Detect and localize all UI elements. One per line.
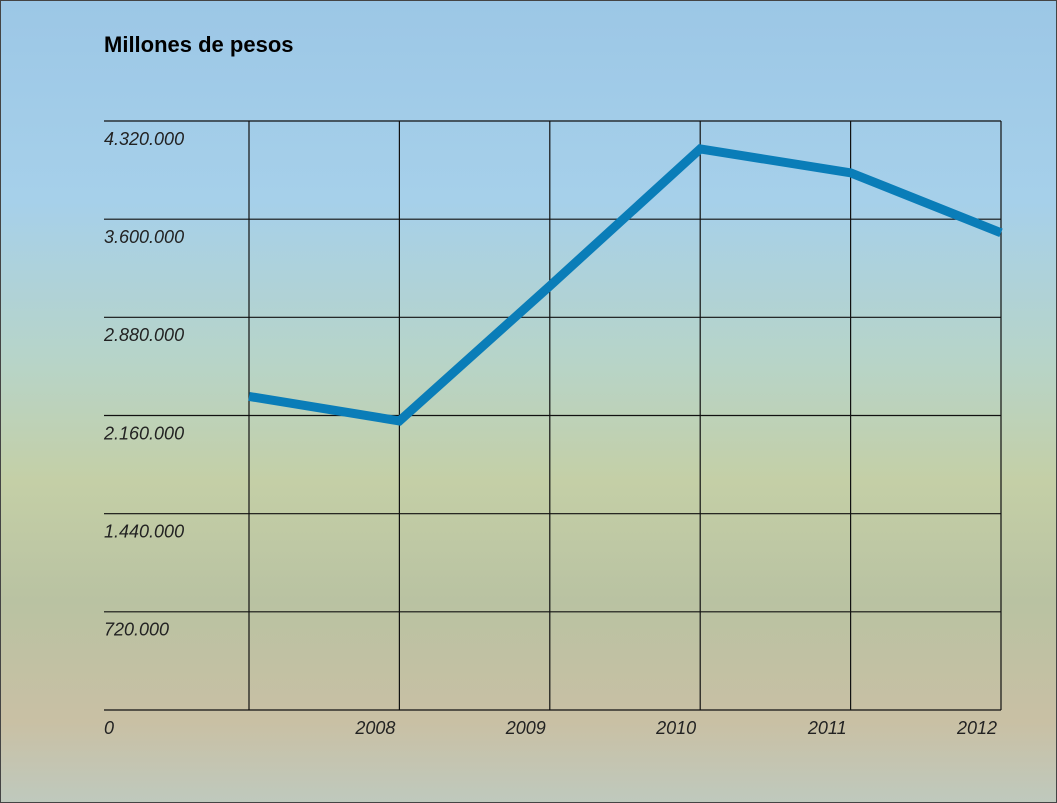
x-tick-label: 2008 bbox=[354, 718, 395, 738]
y-tick-label: 2.160.000 bbox=[103, 423, 184, 443]
y-tick-label: 4.320.000 bbox=[104, 129, 184, 149]
y-tick-label: 720.000 bbox=[104, 620, 169, 640]
y-tick-label: 1.440.000 bbox=[104, 521, 184, 541]
x-tick-label: 2009 bbox=[505, 718, 546, 738]
y-tick-label: 2.880.000 bbox=[103, 325, 184, 345]
y-tick-label: 3.600.000 bbox=[104, 227, 184, 247]
data-line bbox=[248, 144, 1003, 426]
y-tick-label: 0 bbox=[104, 718, 114, 738]
x-tick-label: 2012 bbox=[956, 718, 997, 738]
x-tick-label: 2011 bbox=[807, 718, 847, 738]
x-tick-label: 2010 bbox=[655, 718, 696, 738]
chart-title: Millones de pesos bbox=[104, 32, 294, 57]
